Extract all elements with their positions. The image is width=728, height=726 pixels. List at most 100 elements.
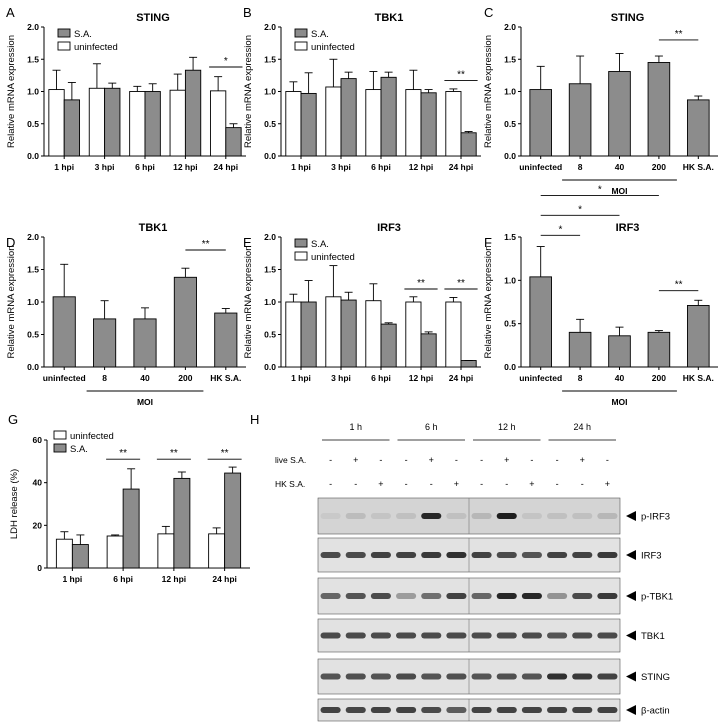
blot-band (396, 632, 417, 639)
x-tick-label: 200 (652, 373, 666, 383)
y-tick-label: 1.0 (504, 275, 516, 285)
y-tick-label: 0.0 (27, 151, 39, 161)
significance-label: ** (675, 280, 683, 291)
chart-title: STING (611, 12, 645, 24)
blot-band (597, 593, 618, 599)
y-axis-label: Relative mRNA expression (483, 246, 494, 359)
blot-band (446, 632, 467, 639)
y-tick-label: 1.0 (264, 297, 276, 307)
blot-band (471, 593, 492, 599)
blot-band (471, 513, 492, 519)
blot-band (521, 552, 542, 558)
blot-protein-label: β-actin (641, 706, 670, 717)
significance-label: ** (457, 70, 465, 81)
blot-band (320, 552, 341, 558)
blot-band (572, 513, 593, 519)
y-tick-label: 0.0 (264, 151, 276, 161)
bar (285, 91, 302, 157)
bar (460, 132, 477, 157)
x-tick-label: uninfected (519, 373, 562, 383)
x-tick-label: uninfected (43, 373, 86, 383)
blot-band (547, 593, 568, 599)
bar (209, 90, 227, 157)
panel-label-C: C (484, 5, 493, 20)
bar (608, 335, 631, 368)
blot-band (320, 513, 341, 519)
panel-label-B: B (243, 5, 252, 20)
bar (445, 301, 462, 368)
y-tick-label: 0 (37, 563, 42, 573)
bar (460, 360, 477, 368)
blot-band (496, 707, 517, 713)
y-tick-label: 2.0 (27, 232, 39, 242)
panel-label-A: A (6, 5, 15, 20)
bar (365, 300, 382, 368)
bar (63, 99, 81, 157)
bar (647, 62, 671, 157)
blot-band (421, 632, 442, 639)
bar (340, 78, 357, 157)
hk-sa-mark: - (581, 479, 584, 489)
legend-swatch (57, 28, 71, 38)
blot-band (421, 673, 442, 680)
bar (420, 92, 437, 157)
y-tick-label: 1.5 (504, 232, 516, 242)
blot-protein-label: TBK1 (641, 631, 665, 642)
y-tick-label: 0.5 (504, 119, 516, 129)
bar (325, 296, 342, 368)
blot-band (446, 593, 467, 599)
blot-band (597, 513, 618, 519)
bar (445, 91, 462, 157)
blot-band (345, 707, 366, 713)
bar (173, 477, 191, 569)
hk-sa-mark: - (556, 479, 559, 489)
panel-label-E: E (243, 235, 252, 250)
y-tick-label: 0.5 (27, 330, 39, 340)
blot-band (446, 513, 467, 519)
x-tick-label: 6 hpi (135, 162, 155, 172)
bar (122, 488, 140, 569)
x-tick-label: 12 hpi (409, 162, 434, 172)
significance-label: ** (119, 448, 127, 459)
significance-label: * (224, 56, 228, 67)
x-tick-label: HK S.A. (683, 162, 714, 172)
live-sa-mark: - (329, 455, 332, 465)
blot-band (572, 552, 593, 558)
panel-label-D: D (6, 235, 15, 250)
x-tick-label: 1 hpi (291, 162, 311, 172)
blot-band (597, 552, 618, 558)
blot-band (370, 632, 391, 639)
y-tick-label: 1.0 (264, 87, 276, 97)
blot-band (421, 707, 442, 713)
x-tick-label: 40 (615, 373, 625, 383)
legend-swatch (57, 41, 71, 51)
x-tick-label: 1 hpi (62, 574, 82, 584)
live-sa-mark: - (606, 455, 609, 465)
arrowhead-icon (626, 705, 636, 715)
hk-sa-mark: + (605, 479, 610, 489)
bar (225, 127, 242, 157)
y-tick-label: 1.5 (264, 54, 276, 64)
blot-band (572, 673, 593, 680)
bar (529, 89, 552, 157)
blot-band (370, 673, 391, 680)
significance-label: ** (221, 448, 229, 459)
bar (144, 91, 161, 157)
bar (568, 83, 592, 157)
y-tick-label: 1.0 (27, 87, 39, 97)
blot-band (345, 593, 366, 599)
blot-band (471, 552, 492, 558)
x-tick-label: 200 (652, 162, 666, 172)
bar (88, 87, 106, 157)
blot-timepoint-label: 24 h (573, 422, 591, 432)
live-sa-mark: - (455, 455, 458, 465)
y-tick-label: 2.0 (264, 232, 276, 242)
bar (608, 71, 631, 157)
significance-label: * (578, 204, 582, 215)
blot-protein-label: IRF3 (641, 551, 662, 562)
hk-sa-mark: - (480, 479, 483, 489)
x-tick-label: 24 hpi (449, 373, 474, 383)
blot-band (572, 593, 593, 599)
live-sa-mark: - (556, 455, 559, 465)
